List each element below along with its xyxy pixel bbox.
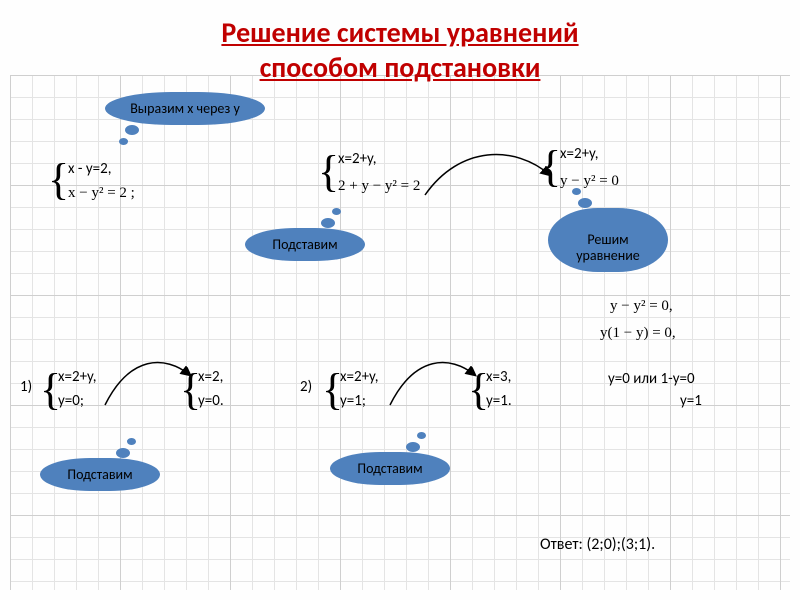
sys2-line2: 2 + y − y² = 2: [338, 178, 420, 195]
cloud-substitute-center-text: Подставим: [272, 236, 337, 253]
case1-res-line1: x=2,: [198, 368, 223, 386]
case1-line2: y=0;: [58, 392, 84, 410]
title-line-1: Решение системы уравнений: [0, 15, 800, 50]
arrow-case2: [385, 350, 485, 420]
case1-label: 1): [20, 378, 32, 396]
sys1-line2: x − y² = 2 ;: [68, 185, 135, 202]
cloud-substitute-right-text: Подставим: [357, 460, 422, 477]
cloud-express: Выразим x через y: [105, 92, 265, 125]
case2-res-line1: x=3,: [486, 368, 511, 386]
sys3-line2: y − y² = 0: [560, 173, 619, 190]
cloud-substitute-right: Подставим: [330, 452, 450, 485]
case1-res-line2: y=0.: [198, 392, 224, 410]
case2-res-line2: y=1.: [486, 392, 512, 410]
arrow-sys2-to-sys3: [420, 140, 560, 210]
brace-sys2: {: [318, 150, 339, 194]
cloud-solve: Решим уравнение: [548, 208, 668, 272]
case2-label: 2): [300, 378, 312, 396]
cloud-solve-text: Решим уравнение: [576, 231, 640, 264]
factored-2: y(1 − y) = 0,: [600, 325, 676, 342]
answer: Ответ: (2;0);(3;1).: [540, 535, 655, 554]
brace-sys1: {: [48, 158, 69, 202]
factored-1: y − y² = 0,: [610, 298, 673, 315]
root2: y=1: [680, 392, 702, 410]
roots: y=0 или 1-y=0: [608, 370, 695, 388]
cloud-express-text: Выразим x через y: [130, 100, 240, 117]
cloud-substitute-left-text: Подставим: [67, 466, 132, 483]
arrow-case1: [100, 350, 200, 420]
sys2-line1: x=2+y,: [338, 150, 377, 168]
title-line-2: способом подстановки: [0, 50, 800, 85]
sys3-line1: x=2+y,: [560, 145, 599, 163]
cloud-substitute-left: Подставим: [40, 458, 160, 491]
sys1-line1: x - y=2,: [68, 160, 111, 178]
cloud-substitute-center: Подставим: [245, 228, 365, 261]
case1-line1: x=2+y,: [58, 368, 97, 386]
case2-line1: x=2+y,: [340, 368, 379, 386]
case2-line2: y=1;: [340, 392, 366, 410]
